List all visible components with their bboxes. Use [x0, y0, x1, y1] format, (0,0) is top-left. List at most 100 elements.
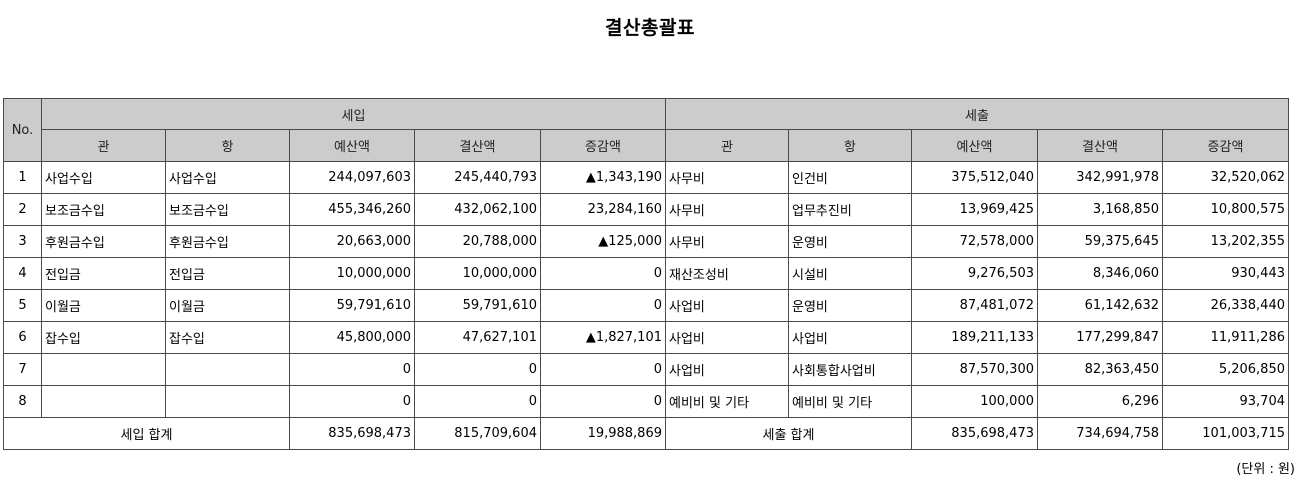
row-no-cell: 2 — [3, 193, 42, 226]
income-settlement-cell: 0 — [414, 353, 541, 386]
income-hang-cell: 보조금수입 — [165, 193, 290, 226]
table-row: 7 0 0 0 사업비 사회통합사업비 87,570,300 82,363,450 5,206,… — [3, 353, 1289, 386]
table-row: 2 보조금수입 보조금수입 455,346,260 432,062,100 23,284,… — [3, 193, 1289, 226]
income-diff-cell: ▲125,000 — [540, 225, 666, 258]
income-hang-cell: 전입금 — [165, 257, 290, 290]
income-hang-cell: 잡수입 — [165, 321, 290, 354]
row-no-cell: 1 — [3, 161, 42, 194]
income-diff-cell: 23,284,160 — [540, 193, 666, 226]
expense-settlement-cell: 6,296 — [1037, 385, 1163, 418]
row-no-cell: 8 — [3, 385, 42, 418]
income-settlement-cell: 0 — [414, 385, 541, 418]
income-gwan-cell — [41, 353, 166, 386]
expense-gwan-cell: 사무비 — [665, 225, 789, 258]
income-diff-cell: ▲1,827,101 — [540, 321, 666, 354]
expense-settlement-cell: 59,375,645 — [1037, 225, 1163, 258]
header-income-hang: 항 — [165, 129, 290, 162]
header-expense-hang: 항 — [788, 129, 912, 162]
expense-diff-cell: 93,704 — [1162, 385, 1289, 418]
header-income-budget: 예산액 — [289, 129, 415, 162]
income-hang-cell — [165, 353, 290, 386]
income-budget-cell: 455,346,260 — [289, 193, 415, 226]
expense-budget-cell: 87,570,300 — [911, 353, 1038, 386]
expense-budget-cell: 100,000 — [911, 385, 1038, 418]
income-settlement-cell: 432,062,100 — [414, 193, 541, 226]
income-hang-cell — [165, 385, 290, 418]
row-no-cell: 5 — [3, 289, 42, 322]
income-gwan-cell: 잡수입 — [41, 321, 166, 354]
income-settlement-cell: 47,627,101 — [414, 321, 541, 354]
expense-settlement-cell: 3,168,850 — [1037, 193, 1163, 226]
income-diff-cell: 0 — [540, 257, 666, 290]
table-row: 8 0 0 0 예비비 및 기타 예비비 및 기타 100,000 6,296 93,704 — [3, 385, 1289, 418]
expense-settlement-cell: 61,142,632 — [1037, 289, 1163, 322]
expense-gwan-cell: 사업비 — [665, 321, 789, 354]
expense-hang-cell: 시설비 — [788, 257, 912, 290]
income-budget-cell: 0 — [289, 385, 415, 418]
header-income: 세입 — [41, 98, 666, 130]
header-income-diff: 증감액 — [540, 129, 666, 162]
expense-diff-cell: 13,202,355 — [1162, 225, 1289, 258]
total-row: 세입 합계 835,698,473 815,709,604 19,988,869… — [3, 417, 1289, 450]
expense-budget-cell: 375,512,040 — [911, 161, 1038, 194]
table-row: 1 사업수입 사업수입 244,097,603 245,440,793 ▲1,343,19… — [3, 161, 1289, 194]
expense-diff-cell: 5,206,850 — [1162, 353, 1289, 386]
income-gwan-cell — [41, 385, 166, 418]
income-budget-cell: 0 — [289, 353, 415, 386]
expense-gwan-cell: 사업비 — [665, 289, 789, 322]
income-budget-cell: 244,097,603 — [289, 161, 415, 194]
row-no-cell: 7 — [3, 353, 42, 386]
expense-budget-cell: 189,211,133 — [911, 321, 1038, 354]
expense-total-diff: 101,003,715 — [1162, 417, 1289, 450]
header-income-settlement: 결산액 — [414, 129, 541, 162]
expense-diff-cell: 26,338,440 — [1162, 289, 1289, 322]
header-expense-settlement: 결산액 — [1037, 129, 1163, 162]
income-diff-cell: 0 — [540, 353, 666, 386]
header-income-gwan: 관 — [41, 129, 166, 162]
settlement-summary-table: No. 세입 세출 관 항 예산액 결산액 증감액 관 항 예산액 결산액 증감… — [3, 98, 1289, 450]
expense-gwan-cell: 재산조성비 — [665, 257, 789, 290]
income-total-settlement: 815,709,604 — [414, 417, 541, 450]
income-diff-cell: 0 — [540, 289, 666, 322]
expense-diff-cell: 10,800,575 — [1162, 193, 1289, 226]
table-row: 4 전입금 전입금 10,000,000 10,000,000 0 재산조성비 시설비 9,27… — [3, 257, 1289, 290]
income-hang-cell: 후원금수입 — [165, 225, 290, 258]
expense-total-budget: 835,698,473 — [911, 417, 1038, 450]
expense-gwan-cell: 예비비 및 기타 — [665, 385, 789, 418]
expense-hang-cell: 인건비 — [788, 161, 912, 194]
income-gwan-cell: 전입금 — [41, 257, 166, 290]
income-total-diff: 19,988,869 — [540, 417, 666, 450]
expense-hang-cell: 예비비 및 기타 — [788, 385, 912, 418]
expense-diff-cell: 32,520,062 — [1162, 161, 1289, 194]
expense-gwan-cell: 사무비 — [665, 161, 789, 194]
expense-budget-cell: 13,969,425 — [911, 193, 1038, 226]
row-no-cell: 3 — [3, 225, 42, 258]
header-expense-budget: 예산액 — [911, 129, 1038, 162]
header-no: No. — [3, 98, 42, 162]
table-row: 6 잡수입 잡수입 45,800,000 47,627,101 ▲1,827,101 사업비… — [3, 321, 1289, 354]
expense-budget-cell: 72,578,000 — [911, 225, 1038, 258]
table-row: 5 이월금 이월금 59,791,610 59,791,610 0 사업비 운영비 87,481… — [3, 289, 1289, 322]
header-expense-diff: 증감액 — [1162, 129, 1289, 162]
table-row: 3 후원금수입 후원금수입 20,663,000 20,788,000 ▲125,000 사… — [3, 225, 1289, 258]
income-diff-cell: 0 — [540, 385, 666, 418]
income-total-label: 세입 합계 — [3, 417, 290, 450]
expense-settlement-cell: 82,363,450 — [1037, 353, 1163, 386]
income-hang-cell: 이월금 — [165, 289, 290, 322]
header-expense-gwan: 관 — [665, 129, 789, 162]
header-expense: 세출 — [665, 98, 1289, 130]
income-budget-cell: 45,800,000 — [289, 321, 415, 354]
expense-hang-cell: 사회통합사업비 — [788, 353, 912, 386]
income-gwan-cell: 사업수입 — [41, 161, 166, 194]
expense-diff-cell: 11,911,286 — [1162, 321, 1289, 354]
income-budget-cell: 10,000,000 — [289, 257, 415, 290]
income-budget-cell: 20,663,000 — [289, 225, 415, 258]
expense-hang-cell: 운영비 — [788, 289, 912, 322]
income-settlement-cell: 245,440,793 — [414, 161, 541, 194]
expense-budget-cell: 87,481,072 — [911, 289, 1038, 322]
page-title: 결산총괄표 — [605, 17, 695, 39]
row-no-cell: 4 — [3, 257, 42, 290]
unit-note: (단위 : 원) — [1236, 462, 1295, 477]
income-gwan-cell: 후원금수입 — [41, 225, 166, 258]
income-settlement-cell: 59,791,610 — [414, 289, 541, 322]
